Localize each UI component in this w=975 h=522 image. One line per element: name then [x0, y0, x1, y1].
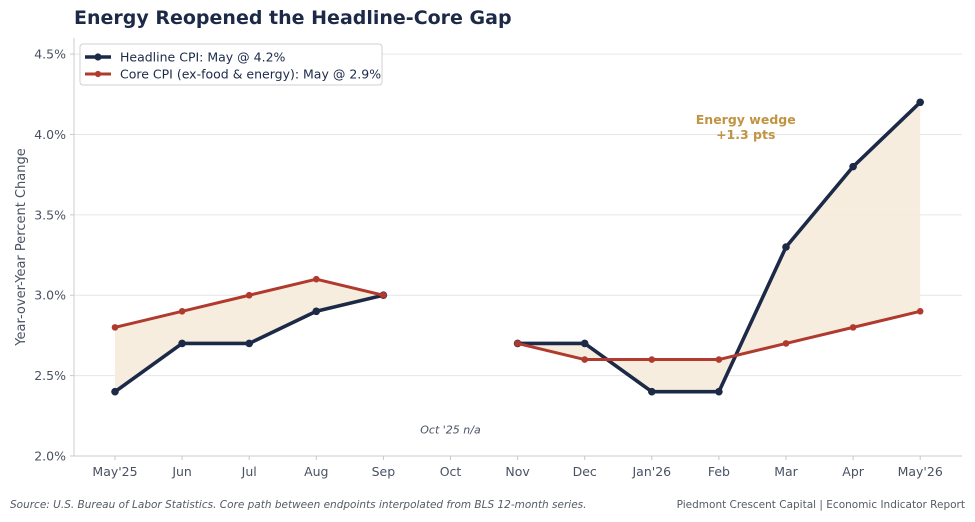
x-tick-label: Jan'26: [631, 464, 671, 479]
legend-box: [79, 43, 383, 86]
gap-fill-area: [115, 279, 384, 392]
core-point: [380, 291, 387, 299]
x-tick-label: Dec: [573, 464, 597, 479]
core-point: [178, 308, 186, 315]
y-tick-label: 3.0%: [34, 288, 66, 303]
core-point: [111, 324, 119, 331]
x-tick-label: May'25: [92, 464, 137, 479]
headline-point: [245, 339, 253, 348]
report-credit: Piedmont Crescent Capital | Economic Ind…: [676, 499, 965, 511]
x-tick-label: Apr: [842, 464, 864, 479]
headline-point: [916, 98, 924, 107]
x-tick-label: Jun: [171, 464, 192, 479]
core-point: [245, 291, 253, 299]
x-tick-label: May'26: [898, 464, 943, 479]
y-tick-label: 4.5%: [34, 47, 66, 62]
x-tick-label: Sep: [372, 464, 396, 479]
y-tick-label: 4.0%: [34, 127, 66, 142]
x-tick-label: Jul: [241, 464, 257, 479]
core-point: [648, 356, 656, 363]
energy-wedge-value: +1.3 pts: [716, 127, 775, 142]
energy-wedge-annotation: Energy wedge: [696, 112, 796, 127]
core-point: [514, 340, 521, 347]
core-point: [715, 356, 723, 363]
headline-point: [715, 387, 723, 396]
headline-point: [111, 387, 119, 396]
core-point: [916, 308, 924, 315]
y-tick-label: 2.5%: [34, 368, 66, 383]
core-point: [849, 324, 857, 331]
headline-point: [580, 339, 589, 348]
headline-point: [312, 307, 321, 316]
y-tick-label: 3.5%: [34, 207, 66, 222]
core-point: [581, 356, 588, 363]
core-point: [782, 340, 790, 347]
headline-point: [849, 162, 857, 171]
missing-data-note: Oct '25 n/a: [420, 423, 481, 436]
headline-point: [782, 243, 790, 251]
chart-title: Energy Reopened the Headline-Core Gap: [74, 7, 512, 29]
y-tick-label: 2.0%: [34, 449, 66, 464]
x-tick-label: Feb: [708, 464, 730, 479]
y-axis-title: Year-over-Year Percent Change: [14, 148, 29, 346]
headline-point: [648, 387, 656, 396]
x-tick-label: Aug: [304, 464, 328, 479]
x-tick-label: Oct: [440, 464, 462, 479]
legend-swatch-marker: [94, 70, 102, 78]
gap-fill-area: [517, 102, 921, 392]
legend-swatch-marker: [94, 53, 102, 61]
x-tick-label: Mar: [774, 464, 798, 479]
source-note: Source: U.S. Bureau of Labor Statistics.…: [10, 499, 587, 511]
legend-label: Core CPI (ex-food & energy): May @ 2.9%: [120, 67, 381, 82]
legend-label: Headline CPI: May @ 4.2%: [120, 50, 286, 65]
core-point: [313, 275, 320, 283]
x-tick-label: Nov: [505, 464, 530, 479]
headline-point: [178, 339, 186, 348]
